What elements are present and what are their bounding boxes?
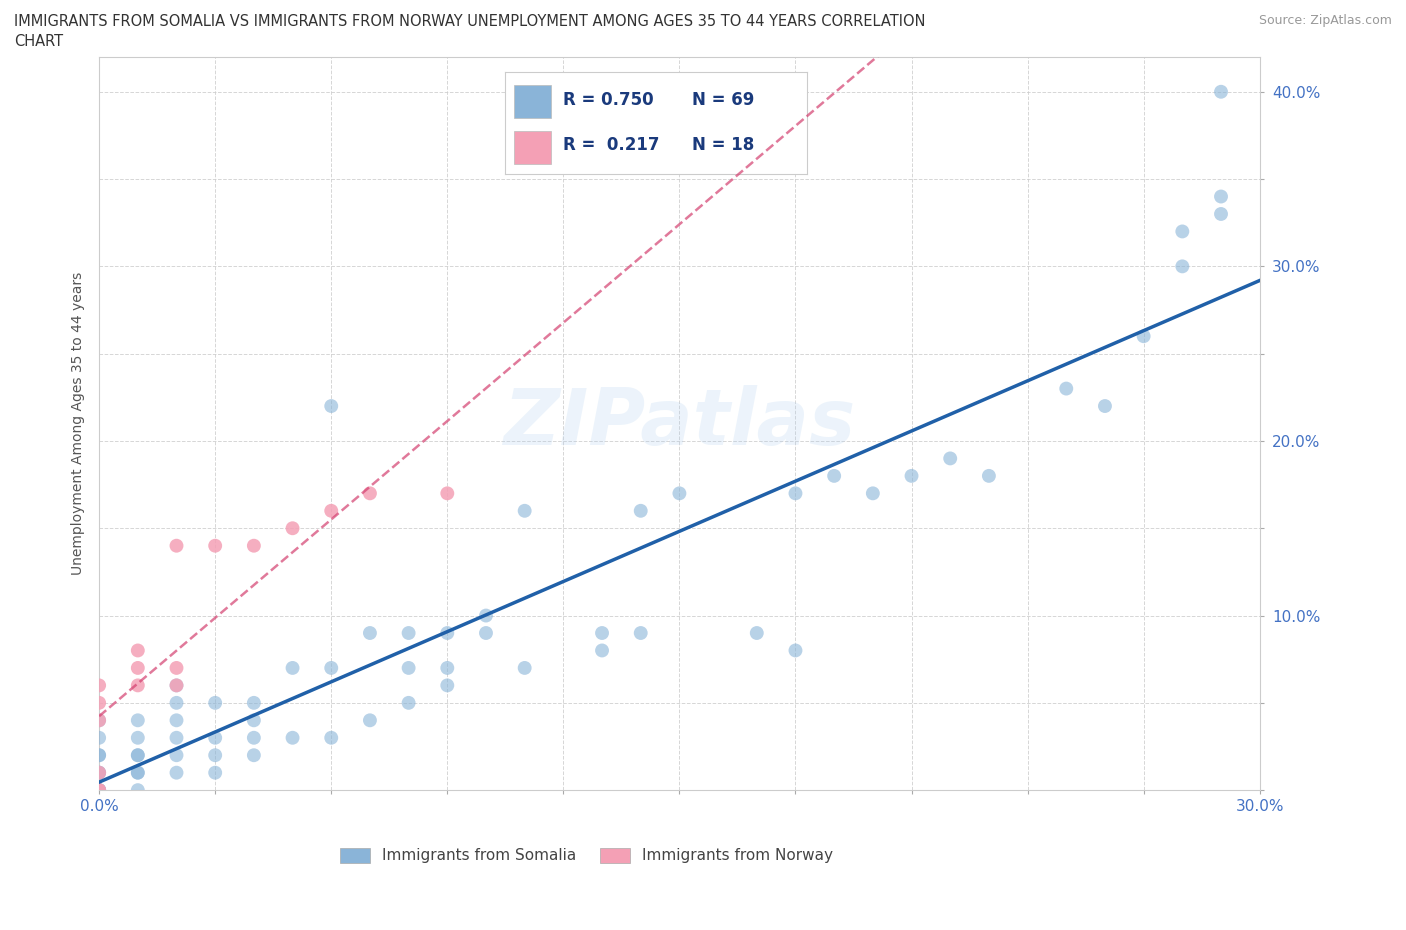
- Text: ZIPatlas: ZIPatlas: [503, 386, 855, 461]
- Point: [166, 765, 188, 780]
- Point: [745, 626, 768, 641]
- Point: [513, 503, 536, 518]
- Y-axis label: Unemployment Among Ages 35 to 44 years: Unemployment Among Ages 35 to 44 years: [72, 272, 86, 575]
- Point: [89, 765, 111, 780]
- Point: [204, 748, 226, 763]
- Point: [127, 713, 149, 728]
- Point: [89, 713, 111, 728]
- Point: [475, 608, 498, 623]
- Point: [513, 660, 536, 675]
- Point: [89, 783, 111, 798]
- Point: [89, 783, 111, 798]
- Point: [1054, 381, 1077, 396]
- Point: [89, 696, 111, 711]
- Point: [204, 538, 226, 553]
- Point: [398, 626, 420, 641]
- Text: Source: ZipAtlas.com: Source: ZipAtlas.com: [1258, 14, 1392, 27]
- Point: [475, 626, 498, 641]
- Point: [591, 643, 613, 658]
- Point: [89, 748, 111, 763]
- Point: [89, 765, 111, 780]
- Point: [127, 730, 149, 745]
- Point: [89, 678, 111, 693]
- Point: [281, 730, 304, 745]
- Point: [436, 626, 458, 641]
- Point: [862, 485, 884, 500]
- Point: [166, 538, 188, 553]
- Point: [398, 696, 420, 711]
- Point: [166, 748, 188, 763]
- Point: [321, 503, 343, 518]
- Point: [89, 765, 111, 780]
- Point: [243, 748, 266, 763]
- Point: [127, 678, 149, 693]
- Point: [785, 485, 807, 500]
- Point: [939, 451, 962, 466]
- Point: [281, 660, 304, 675]
- Point: [166, 696, 188, 711]
- Point: [1094, 399, 1116, 414]
- Text: IMMIGRANTS FROM SOMALIA VS IMMIGRANTS FROM NORWAY UNEMPLOYMENT AMONG AGES 35 TO : IMMIGRANTS FROM SOMALIA VS IMMIGRANTS FR…: [14, 14, 925, 29]
- Point: [243, 538, 266, 553]
- Point: [321, 730, 343, 745]
- Point: [436, 485, 458, 500]
- Point: [127, 765, 149, 780]
- Point: [1171, 224, 1194, 239]
- Point: [436, 678, 458, 693]
- Point: [359, 485, 381, 500]
- Point: [668, 485, 690, 500]
- Point: [166, 730, 188, 745]
- Point: [127, 748, 149, 763]
- Point: [89, 730, 111, 745]
- Point: [1209, 85, 1232, 100]
- Point: [204, 765, 226, 780]
- Point: [630, 503, 652, 518]
- Point: [1171, 259, 1194, 273]
- Point: [591, 626, 613, 641]
- Point: [398, 660, 420, 675]
- Point: [89, 748, 111, 763]
- Point: [166, 678, 188, 693]
- Point: [977, 469, 1000, 484]
- Legend: Immigrants from Somalia, Immigrants from Norway: Immigrants from Somalia, Immigrants from…: [333, 842, 839, 870]
- Point: [127, 643, 149, 658]
- Point: [204, 696, 226, 711]
- Point: [785, 643, 807, 658]
- Point: [359, 713, 381, 728]
- Point: [630, 626, 652, 641]
- Point: [243, 696, 266, 711]
- Point: [359, 626, 381, 641]
- Point: [436, 660, 458, 675]
- Point: [321, 399, 343, 414]
- Point: [204, 730, 226, 745]
- Point: [127, 783, 149, 798]
- Point: [166, 660, 188, 675]
- Point: [127, 765, 149, 780]
- Point: [166, 678, 188, 693]
- Text: CHART: CHART: [14, 34, 63, 49]
- Point: [127, 748, 149, 763]
- Point: [1132, 329, 1154, 344]
- Point: [900, 469, 922, 484]
- Point: [166, 713, 188, 728]
- Point: [823, 469, 845, 484]
- Point: [89, 783, 111, 798]
- Point: [281, 521, 304, 536]
- Point: [89, 783, 111, 798]
- Point: [321, 660, 343, 675]
- Point: [243, 730, 266, 745]
- Point: [89, 783, 111, 798]
- Point: [1209, 189, 1232, 204]
- Point: [89, 783, 111, 798]
- Point: [243, 713, 266, 728]
- Point: [1209, 206, 1232, 221]
- Point: [89, 713, 111, 728]
- Point: [127, 660, 149, 675]
